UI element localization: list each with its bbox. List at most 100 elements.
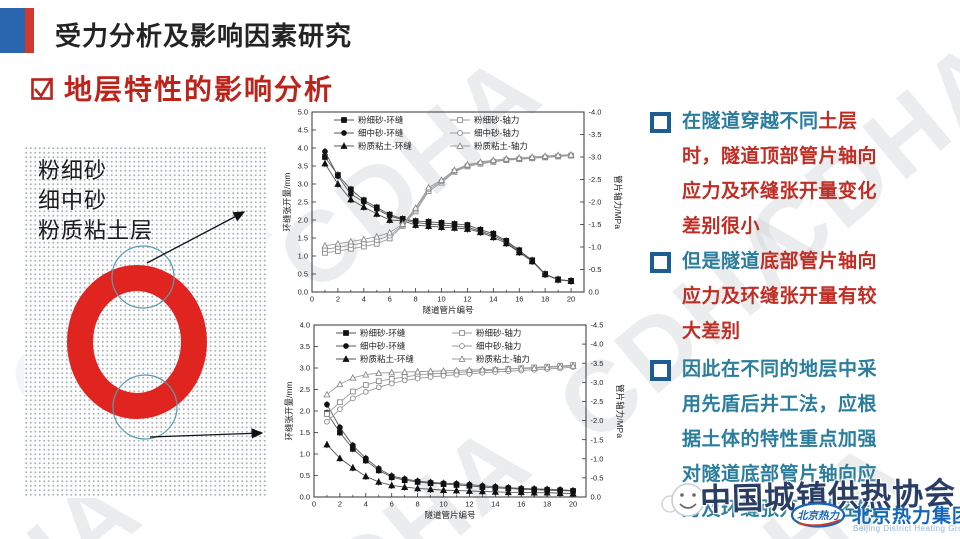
bottom-segment-circle xyxy=(112,374,178,440)
data-point xyxy=(554,275,562,283)
data-point xyxy=(502,239,510,247)
data-point xyxy=(425,183,433,191)
data-point xyxy=(427,374,434,380)
data-point xyxy=(567,277,575,285)
data-point xyxy=(452,486,461,494)
data-point xyxy=(341,130,347,136)
data-point xyxy=(517,488,525,496)
series-line xyxy=(326,444,574,495)
data-point xyxy=(440,480,447,487)
legend-label: 细中砂-环缝 xyxy=(358,128,404,138)
accent-bar-red xyxy=(25,8,34,53)
data-point xyxy=(463,160,471,168)
data-point xyxy=(450,166,459,173)
series-line xyxy=(326,412,574,492)
data-point xyxy=(543,488,551,496)
data-point xyxy=(459,343,465,349)
chart-text: 2 xyxy=(338,500,342,509)
data-point xyxy=(347,195,355,203)
chart-text: 4.0 xyxy=(300,321,310,330)
chart-text: 4 xyxy=(364,500,368,509)
chart-text: 1.0 xyxy=(300,450,310,459)
chart-text: -1.0 xyxy=(589,243,602,252)
legend-label: 粉质粘土-轴力 xyxy=(474,141,528,151)
chart-text: -1.0 xyxy=(591,454,604,463)
chart-text: 3.0 xyxy=(300,364,310,373)
data-point xyxy=(465,487,473,494)
data-point xyxy=(427,367,435,375)
page-title: 受力分析及影响因素研究 xyxy=(55,21,353,51)
chart-text: 14 xyxy=(489,295,497,304)
legend-label: 细中砂-轴力 xyxy=(476,341,521,351)
chart-text: 4.0 xyxy=(298,144,308,153)
data-point xyxy=(323,440,331,448)
data-point xyxy=(466,481,473,488)
data-point xyxy=(388,481,396,489)
bullet-text-segment: 在隧道穿越不同 xyxy=(682,111,819,132)
chart-text: 12 xyxy=(463,295,471,304)
legend-label: 粉细砂-环缝 xyxy=(358,115,404,125)
chart-text: 0.0 xyxy=(589,288,599,297)
soil-diagram-panel: 粉细砂 细中砂 粉质粘土层 xyxy=(24,146,266,498)
bullet-text: 在隧道穿越不同土层时，隧道顶部管片轴向应力及环缝张开量变化差别很小 xyxy=(682,104,882,244)
data-point xyxy=(337,424,343,431)
chart-text: 环缝张开量/mm xyxy=(284,381,294,440)
data-point xyxy=(459,330,465,336)
data-point xyxy=(569,362,577,369)
data-point xyxy=(335,173,341,179)
chart-text: 8 xyxy=(416,500,420,509)
chart-text: 0.0 xyxy=(298,288,308,297)
chart-text: 18 xyxy=(543,500,551,509)
bullet-square-icon xyxy=(650,252,671,273)
bullet-item: 在隧道穿越不同土层时，隧道顶部管片轴向应力及环缝张开量变化差别很小 xyxy=(650,104,882,244)
data-point xyxy=(567,150,575,158)
data-point xyxy=(336,380,344,388)
soil-layer-label: 粉质粘土层 xyxy=(38,218,154,243)
bullet-text-segment: 底部管片轴向应力及环缝张开量有较大差别 xyxy=(682,251,878,342)
data-point xyxy=(386,216,394,223)
data-point xyxy=(556,362,564,370)
section-subtitle: 地层特性的影响分析 xyxy=(64,75,335,106)
chart-text: 1.5 xyxy=(298,234,308,243)
data-point xyxy=(324,401,330,408)
bullet-item: 但是隧道底部管片轴向应力及环缝张开量有较大差别 xyxy=(650,244,882,349)
data-point xyxy=(349,463,357,471)
data-point xyxy=(491,365,499,373)
data-point xyxy=(401,377,408,384)
chart-text: -0.5 xyxy=(589,265,602,274)
data-point xyxy=(458,355,466,362)
chart-text: 12 xyxy=(465,500,473,509)
data-point xyxy=(476,158,484,165)
data-point xyxy=(554,151,562,159)
data-point xyxy=(489,233,497,241)
chart-text: 10 xyxy=(439,500,447,509)
series-line xyxy=(326,364,574,415)
data-point xyxy=(465,366,473,373)
data-point xyxy=(342,355,350,362)
data-point xyxy=(457,130,463,136)
data-point xyxy=(528,257,536,265)
data-point xyxy=(336,454,344,462)
tunnel-diagram xyxy=(67,211,264,440)
chart-text: 环缝张开量/mm xyxy=(282,172,292,231)
legend-label: 粉质粘土-环缝 xyxy=(358,141,412,151)
chart-text: 0.5 xyxy=(298,270,308,279)
bullet-text-segment: 但是隧道 xyxy=(682,251,761,272)
chart-text: 2.5 xyxy=(300,385,310,394)
chart-text: 2.0 xyxy=(300,407,310,416)
chart-text: 4.5 xyxy=(298,126,308,135)
chart-text: -1.5 xyxy=(591,435,604,444)
chart-text: -0.5 xyxy=(591,473,604,482)
data-point xyxy=(556,489,564,496)
data-point xyxy=(457,117,463,123)
arrow-to-bottom-chart xyxy=(149,428,264,439)
data-point xyxy=(362,472,370,480)
soil-layer-labels: 粉细砂 细中砂 粉质粘土层 xyxy=(38,156,153,246)
data-point xyxy=(362,370,370,378)
chart-text: 16 xyxy=(515,295,523,304)
chart-text: 2.0 xyxy=(298,216,308,225)
chart-text: -1.5 xyxy=(589,220,602,229)
data-point xyxy=(456,142,464,149)
legend-label: 细中砂-环缝 xyxy=(360,341,406,351)
data-point xyxy=(437,176,446,183)
